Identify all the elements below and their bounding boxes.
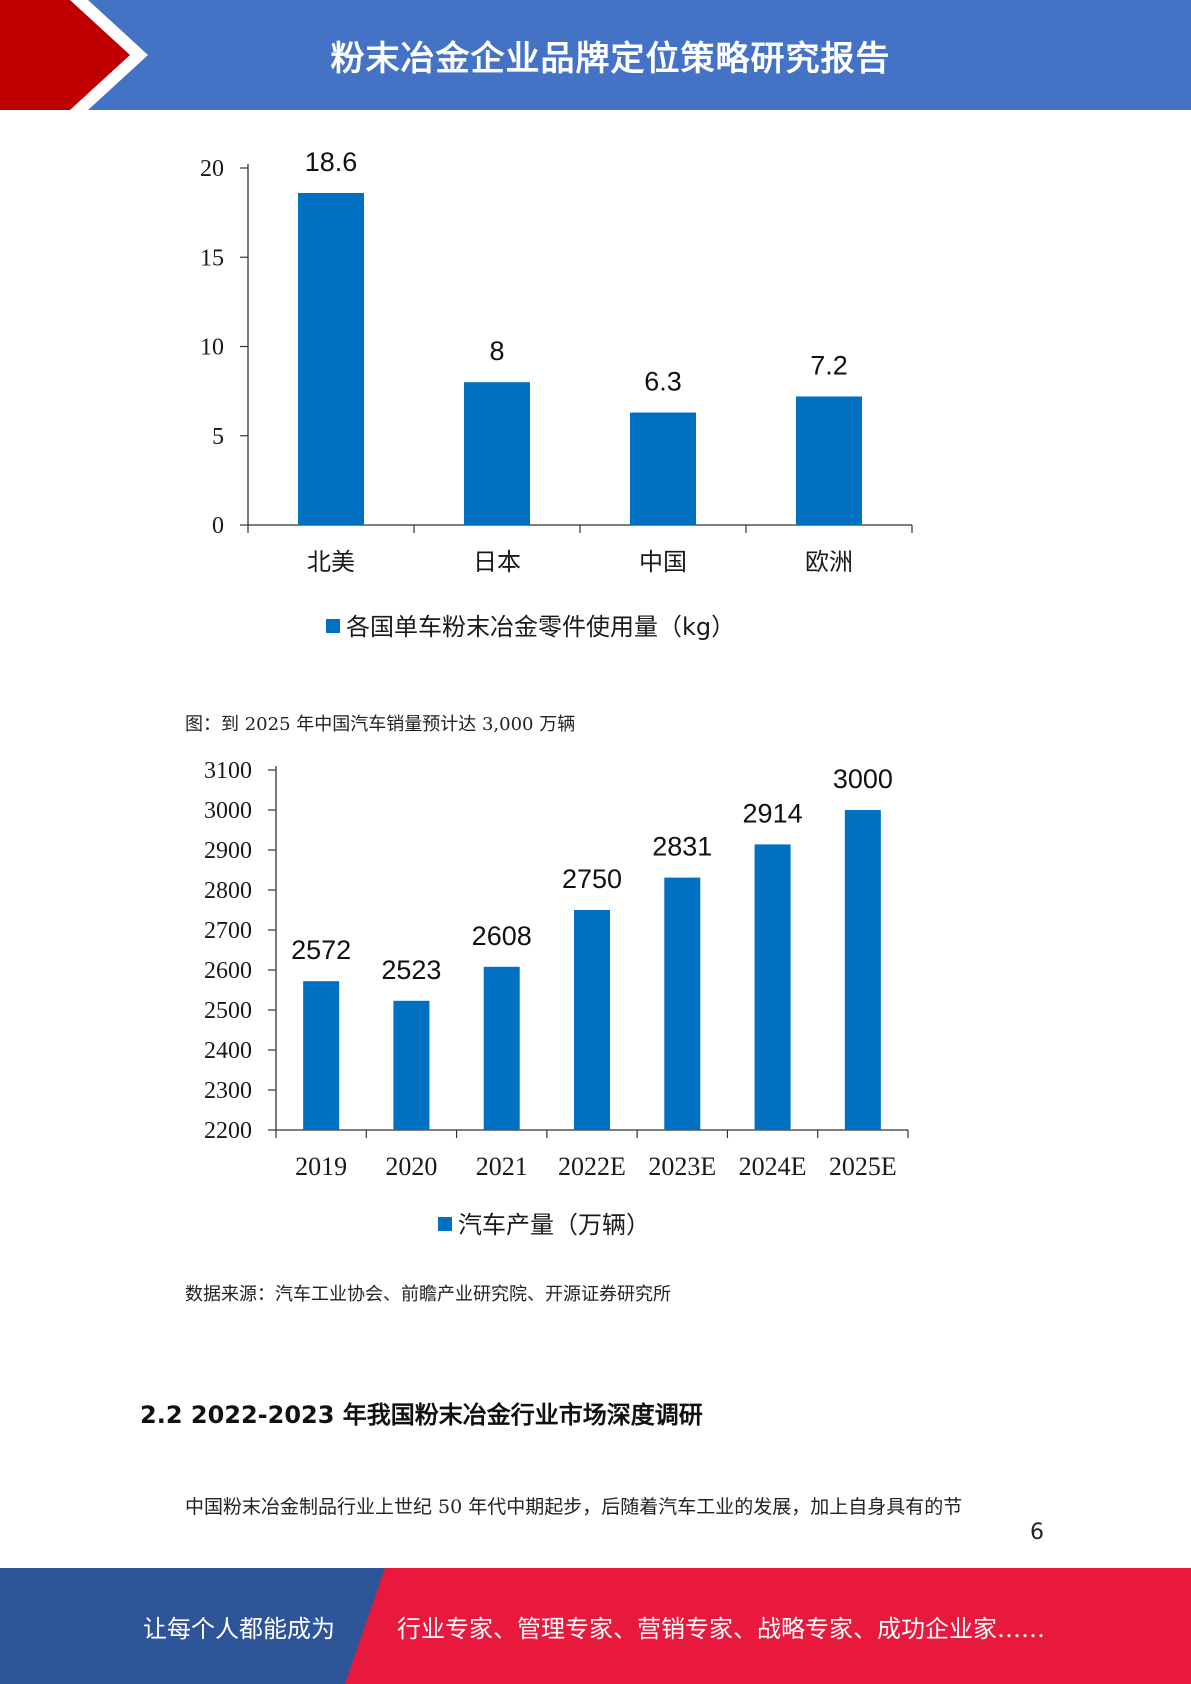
y-tick-label: 2300: [204, 1078, 252, 1104]
section-heading: 2.2 2022-2023 年我国粉末冶金行业市场深度调研: [140, 1401, 703, 1429]
footer-slogan-right: 行业专家、管理专家、营销专家、战略专家、成功企业家……: [397, 1614, 1045, 1643]
y-tick-label: 2600: [204, 958, 252, 984]
bar-value-label: 2750: [562, 864, 622, 894]
x-category-label: 欧洲: [805, 548, 853, 576]
x-category-label: 2021: [476, 1152, 528, 1181]
y-tick-label: 15: [200, 245, 224, 271]
legend-label: 汽车产量（万辆）: [458, 1211, 650, 1239]
bar-value-label: 18.6: [305, 147, 358, 177]
car-production-bar-chart: 2200 2300 2400 2500 2600 2700 2800 2900 3000 3100…: [204, 758, 909, 1239]
header-chevron-decoration: [0, 0, 148, 110]
bar-value-label: 2572: [291, 935, 351, 965]
source-caption: 数据来源：汽车工业协会、前瞻产业研究院、开源证券研究所: [185, 1284, 671, 1305]
y-tick-label: 2500: [204, 998, 252, 1024]
report-title: 粉末冶金企业品牌定位策略研究报告: [330, 38, 891, 79]
y-tick-label: 2200: [204, 1118, 252, 1144]
figure-caption: 图：到 2025 年中国汽车销量预计达 3,000 万辆: [185, 714, 576, 735]
parts-usage-bar-chart: 0 5 10 15 20 18.6 北美 8 日本 6.3 中国 7.2 欧洲各国单车粉末冶金零件使用量…: [200, 147, 913, 641]
bar-2023E: [664, 877, 701, 1130]
legend-swatch: [438, 1217, 452, 1231]
header-band: 粉末冶金企业品牌定位策略研究报告: [0, 0, 1191, 110]
bar-value-label: 2831: [652, 832, 712, 862]
legend-label: 各国单车粉末冶金零件使用量（kg）: [346, 613, 735, 641]
bar-欧洲: [796, 396, 862, 525]
footer-slogan-left: 让每个人都能成为: [143, 1614, 335, 1643]
bar-2024E: [754, 844, 791, 1130]
bar-日本: [464, 382, 530, 525]
bar-2025E: [844, 810, 881, 1130]
x-category-label: 2024E: [739, 1152, 807, 1181]
bar-value-label: 2523: [381, 955, 441, 985]
page-number: 6: [1030, 1520, 1044, 1545]
x-category-label: 中国: [639, 548, 687, 576]
footer-background: [0, 1568, 1191, 1684]
x-category-label: 2025E: [829, 1152, 897, 1181]
x-category-label: 2019: [295, 1152, 347, 1181]
y-tick-label: 2700: [204, 918, 252, 944]
y-tick-label: 2900: [204, 838, 252, 864]
y-tick-label: 2800: [204, 878, 252, 904]
x-category-label: 北美: [307, 548, 355, 576]
y-tick-label: 3100: [204, 758, 252, 784]
x-category-label: 日本: [473, 548, 521, 576]
legend-swatch: [326, 619, 340, 633]
y-tick-label: 3000: [204, 798, 252, 824]
bar-2019: [303, 981, 340, 1130]
bar-value-label: 7.2: [810, 350, 848, 380]
y-tick-label: 5: [212, 424, 224, 450]
body-paragraph: 中国粉末冶金制品行业上世纪 50 年代中期起步，后随着汽车工业的发展，加上自身具…: [185, 1496, 963, 1518]
bar-value-label: 2914: [743, 798, 803, 828]
bar-value-label: 3000: [833, 764, 893, 794]
bar-2021: [483, 966, 520, 1130]
bar-value-label: 2608: [472, 921, 532, 951]
y-tick-label: 10: [200, 335, 224, 361]
bar-value-label: 6.3: [644, 367, 682, 397]
footer-banner: 让每个人都能成为 行业专家、管理专家、营销专家、战略专家、成功企业家……: [0, 1568, 1191, 1684]
x-category-label: 2023E: [648, 1152, 716, 1181]
bar-2020: [393, 1000, 430, 1130]
bar-北美: [298, 192, 364, 526]
x-category-label: 2020: [385, 1152, 437, 1181]
bar-中国: [630, 412, 696, 525]
y-tick-label: 20: [200, 156, 224, 182]
x-category-label: 2022E: [558, 1152, 626, 1181]
bar-2022E: [574, 910, 610, 1130]
bar-value-label: 8: [489, 336, 504, 366]
y-tick-label: 0: [212, 513, 224, 539]
y-tick-label: 2400: [204, 1038, 252, 1064]
